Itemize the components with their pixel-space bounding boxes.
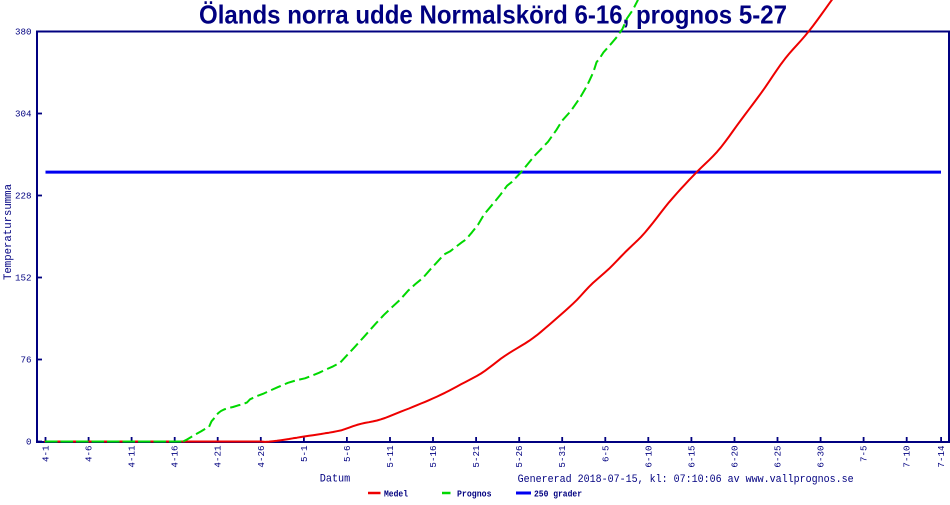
- svg-text:76: 76: [20, 355, 31, 366]
- svg-text:6-15: 6-15: [686, 446, 697, 468]
- svg-text:6-25: 6-25: [773, 446, 784, 468]
- svg-text:5-6: 5-6: [342, 446, 353, 463]
- svg-text:7-10: 7-10: [902, 446, 913, 468]
- svg-text:4-1: 4-1: [41, 445, 52, 462]
- svg-text:7-14: 7-14: [936, 445, 947, 468]
- svg-text:Temperatursumma: Temperatursumma: [3, 184, 15, 280]
- svg-text:6-30: 6-30: [816, 446, 827, 468]
- svg-text:4-11: 4-11: [127, 445, 138, 468]
- svg-text:Ölands norra udde Normalskörd: Ölands norra udde Normalskörd 6-16, prog…: [199, 0, 787, 30]
- svg-text:6-10: 6-10: [643, 446, 654, 468]
- svg-text:250 grader: 250 grader: [534, 489, 582, 499]
- svg-text:0: 0: [26, 437, 32, 448]
- svg-text:4-6: 4-6: [84, 446, 95, 463]
- svg-text:5-16: 5-16: [428, 446, 439, 468]
- svg-text:5-11: 5-11: [385, 445, 396, 468]
- svg-text:Prognos: Prognos: [457, 489, 492, 499]
- svg-text:5-26: 5-26: [514, 446, 525, 468]
- svg-text:5-31: 5-31: [557, 445, 568, 468]
- svg-text:304: 304: [15, 109, 32, 120]
- svg-text:6-20: 6-20: [730, 446, 741, 468]
- svg-text:Genererad 2018-07-15, kl: 07:1: Genererad 2018-07-15, kl: 07:10:06 av ww…: [518, 474, 854, 486]
- svg-text:Medel: Medel: [384, 489, 409, 499]
- svg-text:6-5: 6-5: [600, 446, 611, 463]
- svg-text:5-1: 5-1: [299, 445, 310, 462]
- svg-text:152: 152: [15, 273, 32, 284]
- svg-text:5-21: 5-21: [471, 445, 482, 468]
- svg-text:Datum: Datum: [320, 474, 351, 486]
- svg-text:7-5: 7-5: [859, 446, 870, 463]
- svg-text:228: 228: [15, 191, 32, 202]
- svg-text:4-26: 4-26: [256, 446, 267, 468]
- svg-text:380: 380: [15, 27, 32, 38]
- svg-text:4-16: 4-16: [170, 446, 181, 468]
- svg-text:4-21: 4-21: [213, 445, 224, 468]
